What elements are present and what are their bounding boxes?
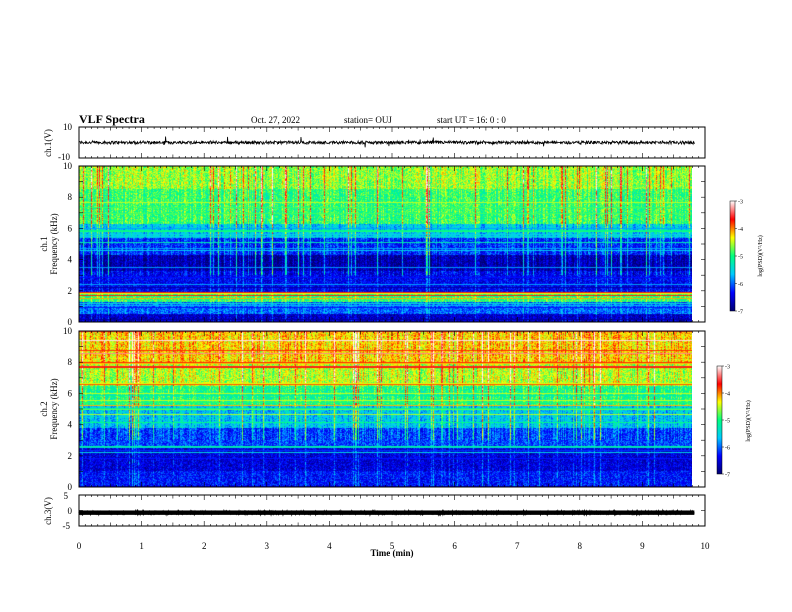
ch1-waveform-trace xyxy=(78,136,695,148)
ch1-colorbar-tick-label: -7 xyxy=(738,310,743,316)
ch1-spectrogram-ylabel: Frequency (kHz) xyxy=(49,213,59,274)
ch2-spectrogram-ytick-label: 0 xyxy=(68,482,73,492)
x-axis-label: Time (min) xyxy=(370,548,413,558)
x-tick-label: 5 xyxy=(390,541,395,551)
x-tick-label: 6 xyxy=(452,541,457,551)
ch3-waveform-panel: 5 0 -5 ch.3(V) xyxy=(43,491,706,531)
x-tick-label: 7 xyxy=(515,541,520,551)
ch2-spectrogram-channel-label: ch.2 xyxy=(39,401,49,416)
ch1-colorbar-gradient xyxy=(729,200,736,312)
ch1-spectrogram-ytick-label: 0 xyxy=(68,317,73,327)
ch2-colorbar-tick-label: -3 xyxy=(725,365,730,371)
ch3-waveform-ylabel: ch.3(V) xyxy=(43,497,53,525)
x-tick-label: 9 xyxy=(640,541,645,551)
ch2-spectrogram-ytick-label: 10 xyxy=(63,326,73,336)
ch1-spectrogram-ytick-label: 4 xyxy=(68,255,73,265)
ch1-spectrogram-ytick-label: 10 xyxy=(63,161,73,171)
ch3-ytick-mid: 0 xyxy=(68,506,73,516)
figure-title: VLF Spectra xyxy=(79,112,145,126)
ch2-colorbar-tick-label: -5 xyxy=(725,419,730,425)
ch2-colorbar-tick-label: -7 xyxy=(725,473,730,479)
ch2-spectrogram-ytick-label: 2 xyxy=(68,451,73,461)
ch3-ytick-bottom: -5 xyxy=(63,521,71,531)
ch2-spectrogram-ytick-label: 6 xyxy=(68,388,73,398)
station-label: station= OUJ xyxy=(344,115,392,125)
ch1-spectrogram-image xyxy=(79,166,692,322)
ch1-spectrogram-ytick-label: 6 xyxy=(68,223,73,233)
ch3-waveform-trace xyxy=(79,510,695,515)
x-tick-label: 1 xyxy=(139,541,144,551)
ch1-ytick-top: 10 xyxy=(63,122,73,132)
x-axis-tick-labels: 0 1 2 3 4 5 6 7 8 9 10 xyxy=(77,541,710,551)
x-tick-label: 2 xyxy=(202,541,207,551)
x-tick-label: 10 xyxy=(701,541,711,551)
x-tick-label: 0 xyxy=(77,541,82,551)
ch1-spectrogram-ytick-label: 8 xyxy=(68,192,73,202)
ch3-ytick-top: 5 xyxy=(64,491,69,501)
ch1-colorbar-tick-label: -3 xyxy=(738,200,743,206)
x-tick-label: 8 xyxy=(578,541,583,551)
ch1-colorbar-tick-label: -6 xyxy=(738,282,743,288)
ch1-spectrogram-channel-label: ch.1 xyxy=(39,236,49,251)
ch2-colorbar-tick-label: -4 xyxy=(725,392,730,398)
ch2-spectrogram-panel: 0 2 4 6 8 10 ch.2 Frequency (kHz) -3 -4 -5 -6 -7 … xyxy=(39,326,752,492)
x-tick-label: 3 xyxy=(265,541,270,551)
ch2-colorbar-gradient xyxy=(716,365,723,475)
ch2-spectrogram-ytick-label: 8 xyxy=(68,357,73,367)
ch2-colorbar-label: log(PSD)(V²/Hz) xyxy=(745,400,752,441)
ch1-spectrogram-ytick-label: 2 xyxy=(68,286,73,296)
ch1-colorbar-label: log(PSD)(V²/Hz) xyxy=(757,235,764,276)
ch2-spectrogram-ytick-label: 4 xyxy=(68,420,73,430)
start-time-label: start UT = 16: 0 : 0 xyxy=(437,115,506,125)
ch1-colorbar-tick-label: -5 xyxy=(738,255,743,261)
ch1-spectrogram-panel: 0 2 4 6 8 10 ch.1 Frequency (kHz) -3 -4 -5 -6 -7 … xyxy=(39,161,764,327)
ch1-ytick-bottom: -10 xyxy=(58,152,70,162)
x-tick-label: 4 xyxy=(327,541,332,551)
ch1-colorbar-tick-label: -4 xyxy=(738,227,743,233)
ch2-colorbar-tick-label: -6 xyxy=(725,446,730,452)
ch2-colorbar: -3 -4 -5 -6 -7 log(PSD)(V²/Hz) xyxy=(716,365,752,479)
ch1-waveform-ylabel: ch.1(V) xyxy=(43,129,53,157)
ch1-colorbar: -3 -4 -5 -6 -7 log(PSD)(V²/Hz) xyxy=(729,200,764,316)
ch1-waveform-panel: 10 -10 ch.1(V) xyxy=(43,122,706,162)
ch2-spectrogram-image xyxy=(79,331,692,487)
date-label: Oct. 27, 2022 xyxy=(251,115,300,125)
ch2-spectrogram-ylabel: Frequency (kHz) xyxy=(49,378,59,439)
